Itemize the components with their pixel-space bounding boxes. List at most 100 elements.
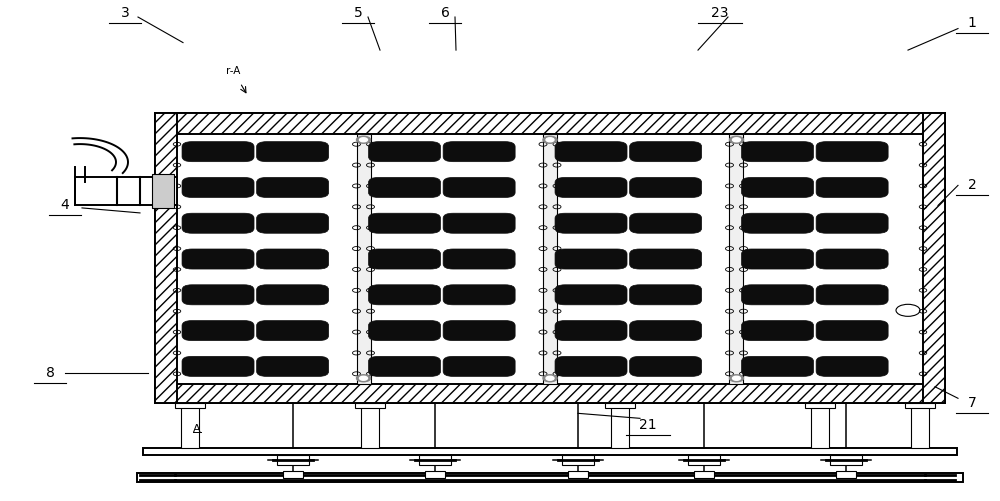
Bar — [137, 473, 963, 482]
Bar — [836, 471, 856, 478]
Circle shape — [356, 375, 370, 382]
FancyBboxPatch shape — [742, 249, 814, 269]
Bar — [905, 403, 935, 408]
FancyBboxPatch shape — [555, 285, 627, 305]
FancyBboxPatch shape — [257, 249, 329, 269]
Text: A: A — [193, 424, 201, 434]
Circle shape — [546, 138, 554, 142]
Bar — [155, 113, 177, 403]
Text: 4: 4 — [61, 198, 69, 212]
Text: 6: 6 — [441, 6, 449, 20]
Bar — [729, 134, 743, 384]
FancyBboxPatch shape — [182, 356, 254, 376]
FancyBboxPatch shape — [555, 321, 627, 341]
FancyBboxPatch shape — [742, 177, 814, 197]
Circle shape — [729, 136, 744, 143]
FancyBboxPatch shape — [369, 285, 441, 305]
Text: 2: 2 — [968, 178, 976, 192]
FancyBboxPatch shape — [369, 177, 441, 197]
FancyBboxPatch shape — [182, 177, 254, 197]
Bar — [425, 471, 445, 478]
Bar — [143, 448, 957, 455]
Text: 7: 7 — [968, 396, 976, 410]
FancyBboxPatch shape — [443, 177, 515, 197]
FancyBboxPatch shape — [555, 356, 627, 376]
FancyBboxPatch shape — [816, 213, 888, 233]
FancyBboxPatch shape — [369, 356, 441, 376]
FancyBboxPatch shape — [182, 142, 254, 162]
Bar — [811, 404, 829, 448]
FancyBboxPatch shape — [630, 285, 702, 305]
Bar — [694, 471, 714, 478]
Text: 23: 23 — [711, 6, 729, 20]
FancyBboxPatch shape — [182, 213, 254, 233]
Bar — [562, 455, 594, 465]
FancyBboxPatch shape — [443, 285, 515, 305]
Circle shape — [360, 138, 368, 142]
Bar — [805, 403, 835, 408]
FancyBboxPatch shape — [443, 213, 515, 233]
Bar — [152, 174, 174, 208]
Circle shape — [543, 136, 557, 143]
Text: 21: 21 — [639, 418, 657, 432]
Bar — [923, 113, 945, 403]
Bar — [688, 455, 720, 465]
Bar — [155, 384, 945, 403]
Bar — [830, 455, 862, 465]
Text: 3: 3 — [121, 6, 129, 20]
Circle shape — [729, 375, 744, 382]
FancyBboxPatch shape — [555, 177, 627, 197]
FancyBboxPatch shape — [816, 249, 888, 269]
FancyBboxPatch shape — [630, 356, 702, 376]
Text: r-A: r-A — [226, 66, 240, 76]
FancyBboxPatch shape — [369, 142, 441, 162]
FancyBboxPatch shape — [742, 321, 814, 341]
FancyBboxPatch shape — [816, 177, 888, 197]
Bar — [181, 404, 199, 448]
FancyBboxPatch shape — [555, 142, 627, 162]
FancyBboxPatch shape — [816, 285, 888, 305]
FancyBboxPatch shape — [555, 249, 627, 269]
Bar — [543, 134, 557, 384]
Circle shape — [543, 375, 557, 382]
FancyBboxPatch shape — [630, 213, 702, 233]
FancyBboxPatch shape — [742, 285, 814, 305]
Bar — [361, 404, 379, 448]
Bar — [611, 404, 629, 448]
FancyBboxPatch shape — [257, 321, 329, 341]
FancyBboxPatch shape — [369, 249, 441, 269]
FancyBboxPatch shape — [369, 213, 441, 233]
FancyBboxPatch shape — [257, 356, 329, 376]
Bar — [155, 113, 945, 134]
FancyBboxPatch shape — [630, 321, 702, 341]
Bar — [605, 403, 635, 408]
Circle shape — [546, 376, 554, 380]
FancyBboxPatch shape — [816, 142, 888, 162]
FancyBboxPatch shape — [742, 356, 814, 376]
Bar — [356, 134, 370, 384]
FancyBboxPatch shape — [182, 285, 254, 305]
FancyBboxPatch shape — [257, 285, 329, 305]
Bar — [419, 455, 451, 465]
Bar — [75, 177, 177, 205]
Circle shape — [732, 138, 740, 142]
Text: 5: 5 — [354, 6, 362, 20]
Bar — [175, 403, 205, 408]
Bar — [155, 113, 945, 403]
FancyBboxPatch shape — [742, 142, 814, 162]
FancyBboxPatch shape — [816, 321, 888, 341]
Circle shape — [732, 376, 740, 380]
FancyBboxPatch shape — [443, 142, 515, 162]
Bar — [277, 455, 309, 465]
Bar — [911, 404, 929, 448]
FancyBboxPatch shape — [257, 142, 329, 162]
Bar — [283, 471, 303, 478]
FancyBboxPatch shape — [555, 213, 627, 233]
FancyBboxPatch shape — [630, 249, 702, 269]
FancyBboxPatch shape — [182, 321, 254, 341]
FancyBboxPatch shape — [630, 177, 702, 197]
Bar — [355, 403, 385, 408]
FancyBboxPatch shape — [742, 213, 814, 233]
FancyBboxPatch shape — [257, 213, 329, 233]
FancyBboxPatch shape — [630, 142, 702, 162]
